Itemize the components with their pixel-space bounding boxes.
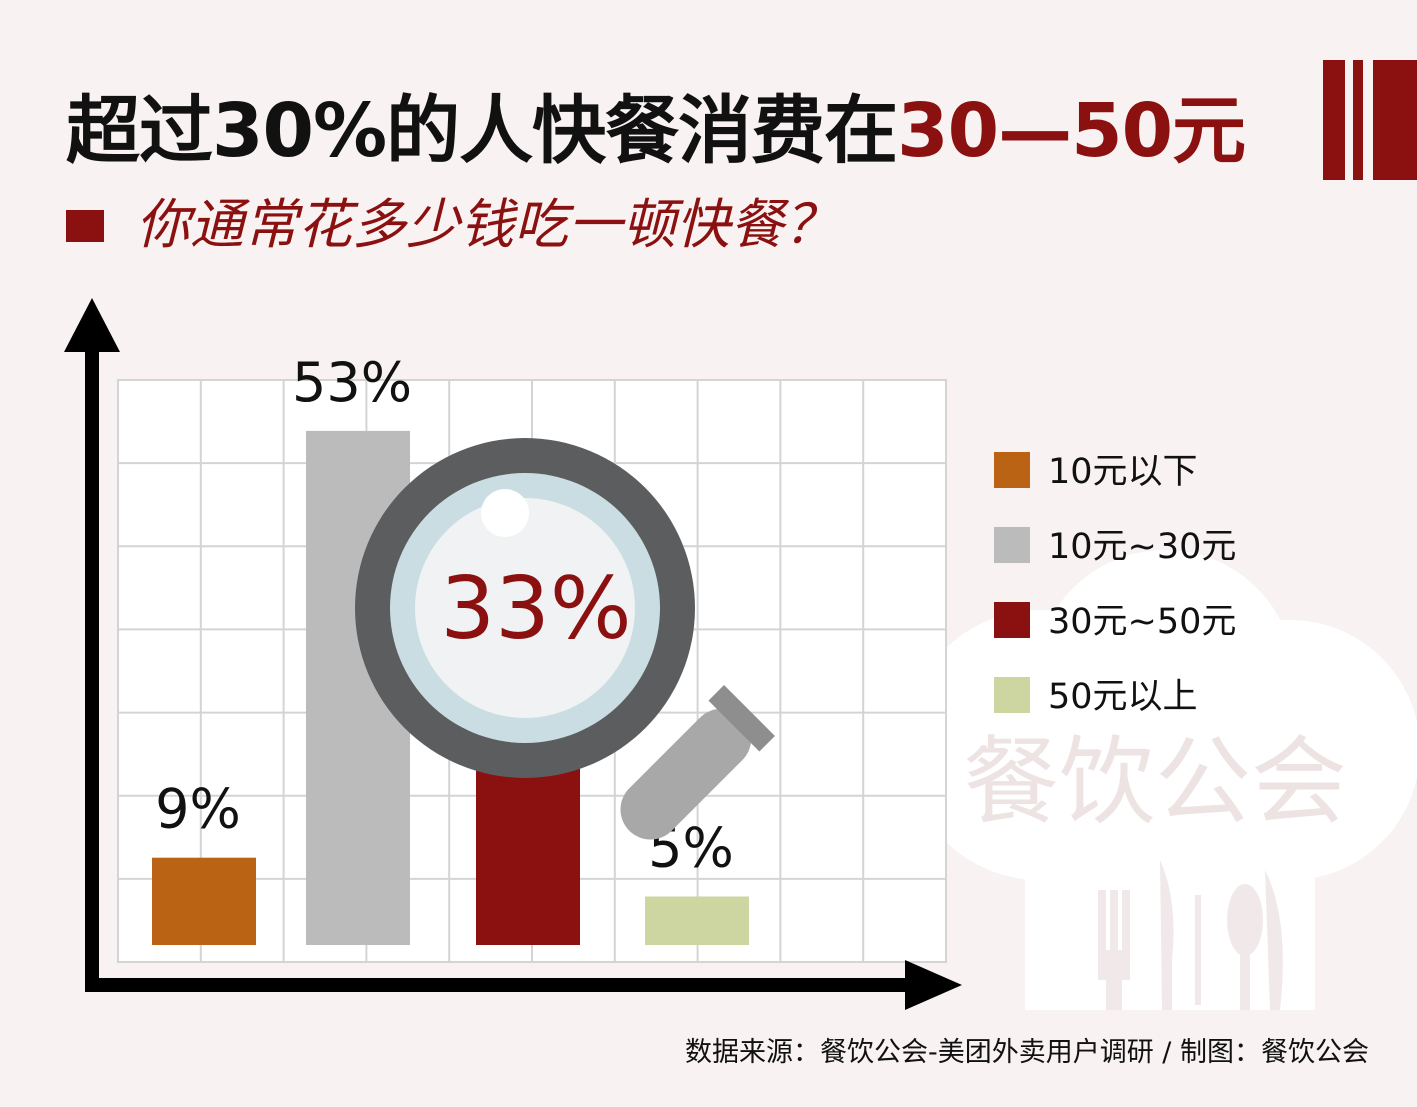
decor-bar-1 <box>1323 60 1345 180</box>
value-label-10元~30元: 53% <box>292 351 412 414</box>
bar-10元以下 <box>152 857 256 945</box>
bar-50元以上 <box>645 896 749 945</box>
chart-question: 你通常花多少钱吃一顿快餐？ <box>136 193 838 256</box>
magnifier-shine <box>481 489 529 537</box>
decor-bar-2 <box>1353 60 1363 180</box>
legend-swatch-30元~50元 <box>994 602 1030 638</box>
watermark-text: 餐饮公会 <box>963 726 1347 838</box>
chart-value-labels: 9%53%5% <box>155 351 734 880</box>
legend-label-50元以上: 50元以上 <box>1048 677 1198 717</box>
chart-legend: 10元以下 10元~30元 30元~50元 50元以上 <box>994 452 1236 717</box>
magnifier-inner <box>415 498 635 718</box>
legend-swatch-10元以下 <box>994 452 1030 488</box>
watermark: 餐饮公会 <box>905 550 1417 1010</box>
axes <box>64 298 962 1010</box>
value-label-30元~50元: 33% <box>440 559 631 659</box>
y-axis-arrow <box>64 298 120 352</box>
legend-swatch-50元以上 <box>994 677 1030 713</box>
magnifier-icon <box>355 438 775 840</box>
magnifier-handle <box>620 685 775 840</box>
title-decoration-bars <box>1323 60 1417 180</box>
value-label-10元以下: 9% <box>155 778 241 841</box>
x-axis-line <box>85 978 915 992</box>
page-title: 超过30%的人快餐消费在30—50元 <box>66 86 1246 176</box>
decor-bar-3 <box>1373 60 1417 180</box>
title-main: 超过30%的人快餐消费在 <box>66 88 898 174</box>
x-axis-arrow <box>905 960 962 1010</box>
data-source: 数据来源：餐饮公会-美团外卖用户调研 / 制图：餐饮公会 <box>684 1037 1369 1068</box>
legend-label-10元以下: 10元以下 <box>1048 452 1198 492</box>
y-axis-line <box>85 345 99 990</box>
legend-label-10元~30元: 10元~30元 <box>1048 527 1236 567</box>
legend-swatch-10元~30元 <box>994 527 1030 563</box>
title-highlight: 30—50元 <box>897 88 1246 174</box>
cutlery-icon <box>1098 860 1283 1010</box>
subtitle-bullet <box>66 210 104 242</box>
legend-label-30元~50元: 30元~50元 <box>1048 602 1236 642</box>
